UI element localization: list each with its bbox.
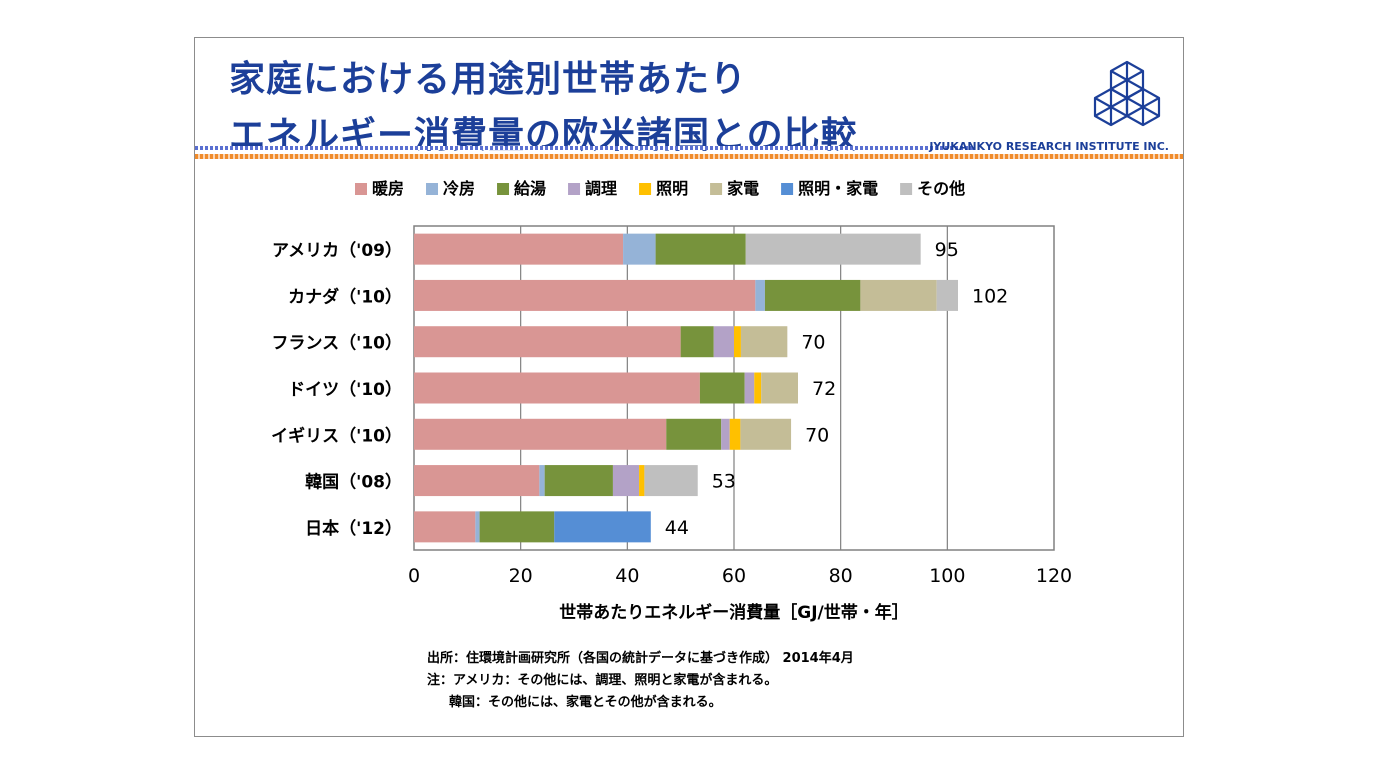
bar-segment-5-2 <box>544 465 613 497</box>
bar-segment-5-3 <box>612 465 640 497</box>
total-label-5: 53 <box>712 471 736 493</box>
bar-segment-2-4 <box>734 326 741 358</box>
bar-segment-6-2 <box>479 511 555 543</box>
title-line-1: 家庭における用途別世帯あたり <box>229 59 748 100</box>
bar-segment-5-4 <box>639 465 645 497</box>
legend-swatch-3 <box>568 183 581 195</box>
legend-label-3: 調理 <box>585 179 617 198</box>
bar-segment-4-4 <box>729 418 741 450</box>
bar-segment-1-5 <box>860 279 937 311</box>
slide: 家庭における用途別世帯あたり エネルギー消費量の欧米諸国との比較 JYUKANK… <box>194 37 1184 737</box>
legend-label-6: 照明・家電 <box>798 179 878 198</box>
total-label-6: 44 <box>665 517 689 539</box>
bar-segment-1-1 <box>755 279 765 311</box>
legend-label-1: 冷房 <box>443 179 475 198</box>
legend-swatch-0 <box>355 183 367 195</box>
legend-label-5: 家電 <box>727 179 759 198</box>
category-label-5: 韓国（'08） <box>305 472 402 493</box>
bar-segment-3-5 <box>761 372 798 404</box>
bar-segment-2-3 <box>713 326 734 358</box>
legend-swatch-2 <box>497 183 510 195</box>
bar-segment-3-3 <box>744 372 755 404</box>
header-stripe-blue <box>195 146 975 150</box>
total-label-3: 72 <box>812 378 836 400</box>
bar-segment-5-0 <box>414 465 540 497</box>
legend-label-7: その他 <box>917 179 965 198</box>
bar-segment-6-6 <box>554 511 651 543</box>
x-tick-label-20: 20 <box>509 565 533 587</box>
category-label-4: イギリス（'10） <box>271 425 402 446</box>
bar-segment-5-7 <box>644 465 698 497</box>
x-axis-label: 世帯あたりエネルギー消費量［GJ/世帯・年］ <box>559 602 909 623</box>
category-label-1: カナダ（'10） <box>288 286 402 307</box>
company-name: JYUKANKYO RESEARCH INSTITUTE INC. <box>929 140 1169 153</box>
total-label-0: 95 <box>935 239 959 261</box>
total-label-2: 70 <box>801 332 825 354</box>
bar-segment-3-2 <box>699 372 745 404</box>
category-label-6: 日本（'12） <box>305 518 402 539</box>
bar-segment-3-0 <box>414 372 700 404</box>
x-tick-label-40: 40 <box>615 565 639 587</box>
bar-segment-3-4 <box>754 372 762 404</box>
bar-segment-1-2 <box>764 279 861 311</box>
bar-segment-6-0 <box>414 511 476 543</box>
bar-segment-4-2 <box>666 418 722 450</box>
bar-segment-0-1 <box>623 233 656 265</box>
legend-swatch-4 <box>639 183 652 195</box>
category-label-2: フランス（'10） <box>271 333 402 354</box>
x-tick-label-0: 0 <box>408 565 420 587</box>
legend-swatch-1 <box>426 183 439 195</box>
legend-label-0: 暖房 <box>372 179 404 198</box>
source-note: 出所：住環境計画研究所（各国の統計データに基づき作成） 2014年4月 <box>427 651 854 666</box>
bar-segment-0-7 <box>745 233 921 265</box>
x-tick-label-60: 60 <box>722 565 746 587</box>
bar-segment-1-7 <box>936 279 958 311</box>
bar-segment-2-2 <box>680 326 714 358</box>
bar-segment-4-0 <box>414 418 667 450</box>
bar-segment-2-5 <box>740 326 788 358</box>
x-tick-label-100: 100 <box>929 565 965 587</box>
legend-label-2: 給湯 <box>514 179 546 198</box>
bar-segment-2-0 <box>414 326 681 358</box>
bar-segment-1-0 <box>414 279 756 311</box>
footnote-2: 韓国：その他には、家電とその他が含まれる。 <box>449 695 722 710</box>
legend-swatch-7 <box>900 183 913 195</box>
bar-segment-4-3 <box>721 418 730 450</box>
footnote-1: 注：アメリカ：その他には、調理、照明と家電が含まれる。 <box>427 673 778 688</box>
category-label-0: アメリカ（'09） <box>272 240 402 261</box>
bar-segment-4-5 <box>740 418 792 450</box>
x-tick-label-80: 80 <box>829 565 853 587</box>
category-label-3: ドイツ（'10） <box>288 379 402 400</box>
bar-segment-0-0 <box>414 233 624 265</box>
legend-swatch-6 <box>781 183 794 195</box>
legend-label-4: 照明 <box>656 179 688 198</box>
total-label-1: 102 <box>972 285 1008 307</box>
stacked-bar-chart: 0 20 40 60 80 100 120 暖房 冷房 給湯 調理 照明 家電 照明・家電 その他アメリカ（… <box>271 179 1072 623</box>
x-tick-label-120: 120 <box>1036 565 1072 587</box>
company-logo-icon <box>1093 60 1161 127</box>
bar-segment-5-1 <box>539 465 545 497</box>
legend-swatch-5 <box>710 183 723 195</box>
bar-segment-0-2 <box>655 233 746 265</box>
bar-segment-6-1 <box>475 511 480 543</box>
header-stripe-orange <box>195 154 1183 159</box>
total-label-4: 70 <box>805 424 829 446</box>
